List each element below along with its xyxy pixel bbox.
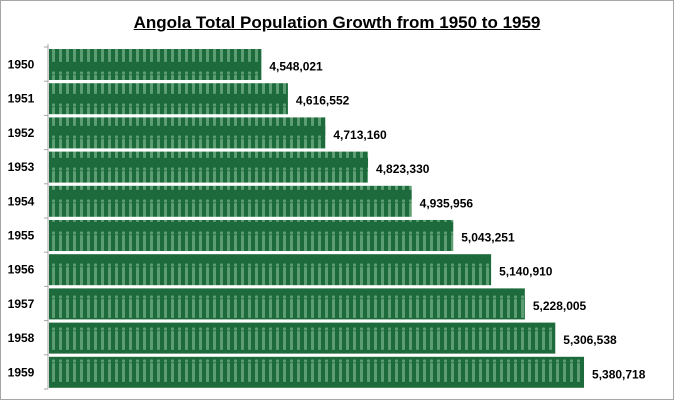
bar-1950 xyxy=(49,49,262,80)
category-label: 1950 xyxy=(8,58,35,72)
data-label: 5,043,251 xyxy=(461,231,515,245)
category-label: 1954 xyxy=(8,194,35,208)
bar-1959 xyxy=(49,356,585,388)
data-label: 4,548,021 xyxy=(269,60,323,74)
category-label: 1952 xyxy=(8,126,35,140)
data-label: 5,140,910 xyxy=(499,265,553,279)
category-label: 1957 xyxy=(8,297,35,311)
category-label: 1955 xyxy=(8,229,35,243)
bar-1951 xyxy=(49,83,288,115)
data-label: 5,228,005 xyxy=(533,299,587,313)
bar-1953 xyxy=(49,151,369,183)
bar-1954 xyxy=(49,185,412,217)
category-label: 1956 xyxy=(8,263,35,277)
bar-1958 xyxy=(49,322,556,354)
category-label: 1953 xyxy=(8,160,35,174)
data-label: 4,935,956 xyxy=(420,196,474,210)
data-label: 5,380,718 xyxy=(592,367,646,381)
bar-1955 xyxy=(49,220,454,251)
bar-1952 xyxy=(49,117,326,149)
data-label: 4,823,330 xyxy=(376,162,430,176)
bar-1956 xyxy=(49,254,492,286)
data-label: 5,306,538 xyxy=(563,333,617,347)
chart-title: Angola Total Population Growth from 1950… xyxy=(133,13,541,32)
data-label: 4,616,552 xyxy=(296,94,350,108)
category-label: 1958 xyxy=(8,331,35,345)
bar-1957 xyxy=(49,288,525,320)
category-label: 1951 xyxy=(8,92,35,106)
data-label: 4,713,160 xyxy=(333,128,387,142)
category-label: 1959 xyxy=(8,365,35,379)
